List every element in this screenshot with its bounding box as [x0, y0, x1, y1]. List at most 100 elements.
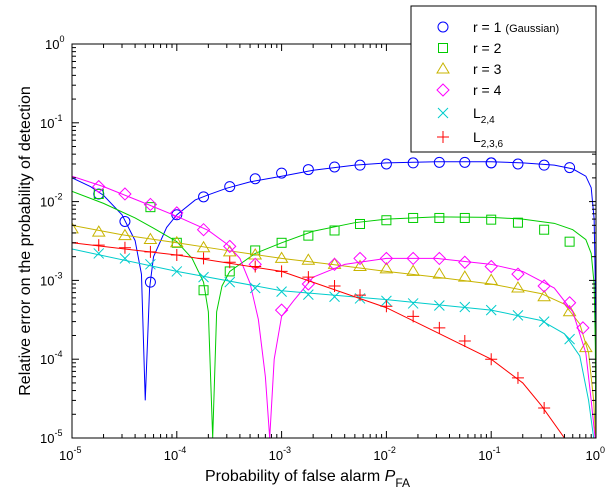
- series-2-point-8: [303, 230, 314, 241]
- series-1-point-15: [459, 156, 471, 168]
- series-5-point-7: [249, 282, 261, 294]
- legend-item-2: r = 2: [438, 40, 502, 56]
- series-2-point-17: [539, 224, 550, 235]
- series-1-point-14: [433, 156, 445, 168]
- legend-label-name: r = 4: [473, 82, 502, 98]
- x-tick-label-3-exp: -3: [283, 445, 291, 455]
- series-6-point-19: [538, 402, 551, 415]
- series-6-point-17: [485, 353, 498, 366]
- series-2-point-15: [486, 214, 497, 225]
- y-axis-label: Relative error on the probability of det…: [17, 86, 34, 396]
- series-5-point-1: [93, 248, 105, 259]
- series-4-point-10: [327, 257, 342, 272]
- series-6-point-18: [511, 371, 524, 384]
- series-4-point-20: [576, 321, 590, 335]
- legend-label-name: L: [473, 129, 481, 145]
- series-2-point-16: [512, 217, 523, 228]
- series-3-point-3: [118, 228, 132, 241]
- series-4-point-13: [406, 251, 420, 266]
- series-5-point-15: [459, 301, 471, 313]
- legend-item-4: r = 4: [436, 82, 502, 98]
- y-tick-label-1-exp: -5: [54, 428, 62, 438]
- series-2-point-9: [329, 225, 340, 236]
- legend-item-6: L2,3,6: [437, 129, 503, 150]
- y-tick-label-3: 10-3: [40, 270, 62, 288]
- legend-box: [410, 5, 597, 153]
- series-3-point-15: [432, 267, 447, 279]
- axes: 10-5 10-4 10-3 10-2 10-1 10010-510-410-310-21…: [17, 34, 605, 490]
- legend-marker-1: [437, 21, 449, 33]
- x-tick-label-4: 10-2: [373, 445, 395, 463]
- series-6-point-16: [458, 335, 471, 348]
- legend-label-name: r = 3: [473, 61, 502, 77]
- series-6-point-15: [433, 321, 446, 334]
- x-tick-label-5-base: 10: [478, 448, 492, 463]
- plot-area: [72, 156, 596, 438]
- series-4-point-8: [274, 303, 289, 317]
- x-tick-label-5-exp: -1: [493, 445, 501, 455]
- legend-item-5: L2,4: [437, 105, 495, 126]
- series-4-point-17: [511, 267, 525, 281]
- y-tick-label-6: 100: [45, 34, 64, 52]
- series-2-point-13: [434, 212, 445, 223]
- y-tick-label-4-exp: -2: [54, 192, 62, 202]
- y-tick-label-3-exp: -3: [54, 270, 62, 280]
- series-6-point-7: [223, 256, 236, 269]
- series-3-point-17: [484, 273, 499, 285]
- series-2-point-4: [198, 285, 209, 296]
- series-1-point-20: [485, 157, 497, 169]
- series-4-point-14: [432, 251, 447, 266]
- series-1-point-7: [249, 173, 261, 185]
- legend-label-3: r = 3: [473, 61, 502, 77]
- legend-marker-5: [437, 107, 449, 119]
- series-5-point-17: [512, 310, 524, 321]
- y-tick-label-2-exp: -4: [54, 349, 62, 359]
- series-1-point-9: [302, 164, 314, 176]
- legend-item-1: r = 1 (Gaussian): [437, 19, 559, 35]
- legend-marker-4: [436, 83, 450, 97]
- x-tick-label-2-base: 10: [164, 448, 178, 463]
- x-tick-label-6-exp: 0: [600, 445, 605, 455]
- series-1-point-11: [354, 159, 366, 171]
- series-3-point-1: [72, 221, 79, 234]
- y-tick-label-6-base: 10: [45, 37, 59, 52]
- y-tick-label-1: 10-5: [40, 428, 62, 446]
- series-2-point-10: [355, 218, 366, 229]
- series-4-point-12: [379, 251, 394, 266]
- series-1-point-17: [512, 158, 524, 170]
- x-tick-label-3-base: 10: [269, 448, 283, 463]
- legend-marker-2: [438, 43, 448, 53]
- series-6-point-9: [275, 265, 288, 278]
- series-2-point-12: [408, 212, 419, 223]
- series-6-point-6: [197, 252, 210, 265]
- series-4-point-18: [537, 279, 551, 293]
- series-4-point-16: [484, 259, 498, 274]
- x-tick-label-1-base: 10: [59, 448, 73, 463]
- legend-item-3: r = 3: [436, 61, 502, 77]
- legend-label-6: L2,3,6: [473, 129, 503, 150]
- series-3-point-4: [143, 232, 158, 245]
- y-tick-label-3-base: 10: [40, 273, 54, 288]
- legend-marker-6: [437, 131, 449, 143]
- y-tick-label-1-base: 10: [40, 431, 54, 446]
- series-1-point-10: [329, 161, 341, 173]
- series-6-line: [72, 242, 565, 438]
- series-2-point-14: [459, 212, 470, 223]
- series-6-point-3: [118, 241, 131, 254]
- legend-label-1: r = 1 (Gaussian): [473, 19, 559, 35]
- plot-frame: [71, 43, 597, 439]
- series-3-point-2: [91, 225, 106, 237]
- series-5-point-5: [198, 271, 209, 283]
- legend-label-name: r = 2: [473, 40, 502, 56]
- x-tick-label-3: 10-3: [269, 445, 291, 463]
- y-tick-label-6-exp: 0: [59, 34, 64, 44]
- series-5-point-6: [224, 276, 236, 288]
- series-6-point-4: [144, 245, 157, 258]
- x-tick-label-6: 100: [586, 445, 605, 463]
- series-3: [72, 221, 596, 438]
- series-3-point-6: [196, 240, 211, 253]
- series-4-point-2: [118, 187, 132, 201]
- legend-label-subscript: 2,3,6: [481, 139, 504, 150]
- series-6-point-11: [328, 279, 341, 292]
